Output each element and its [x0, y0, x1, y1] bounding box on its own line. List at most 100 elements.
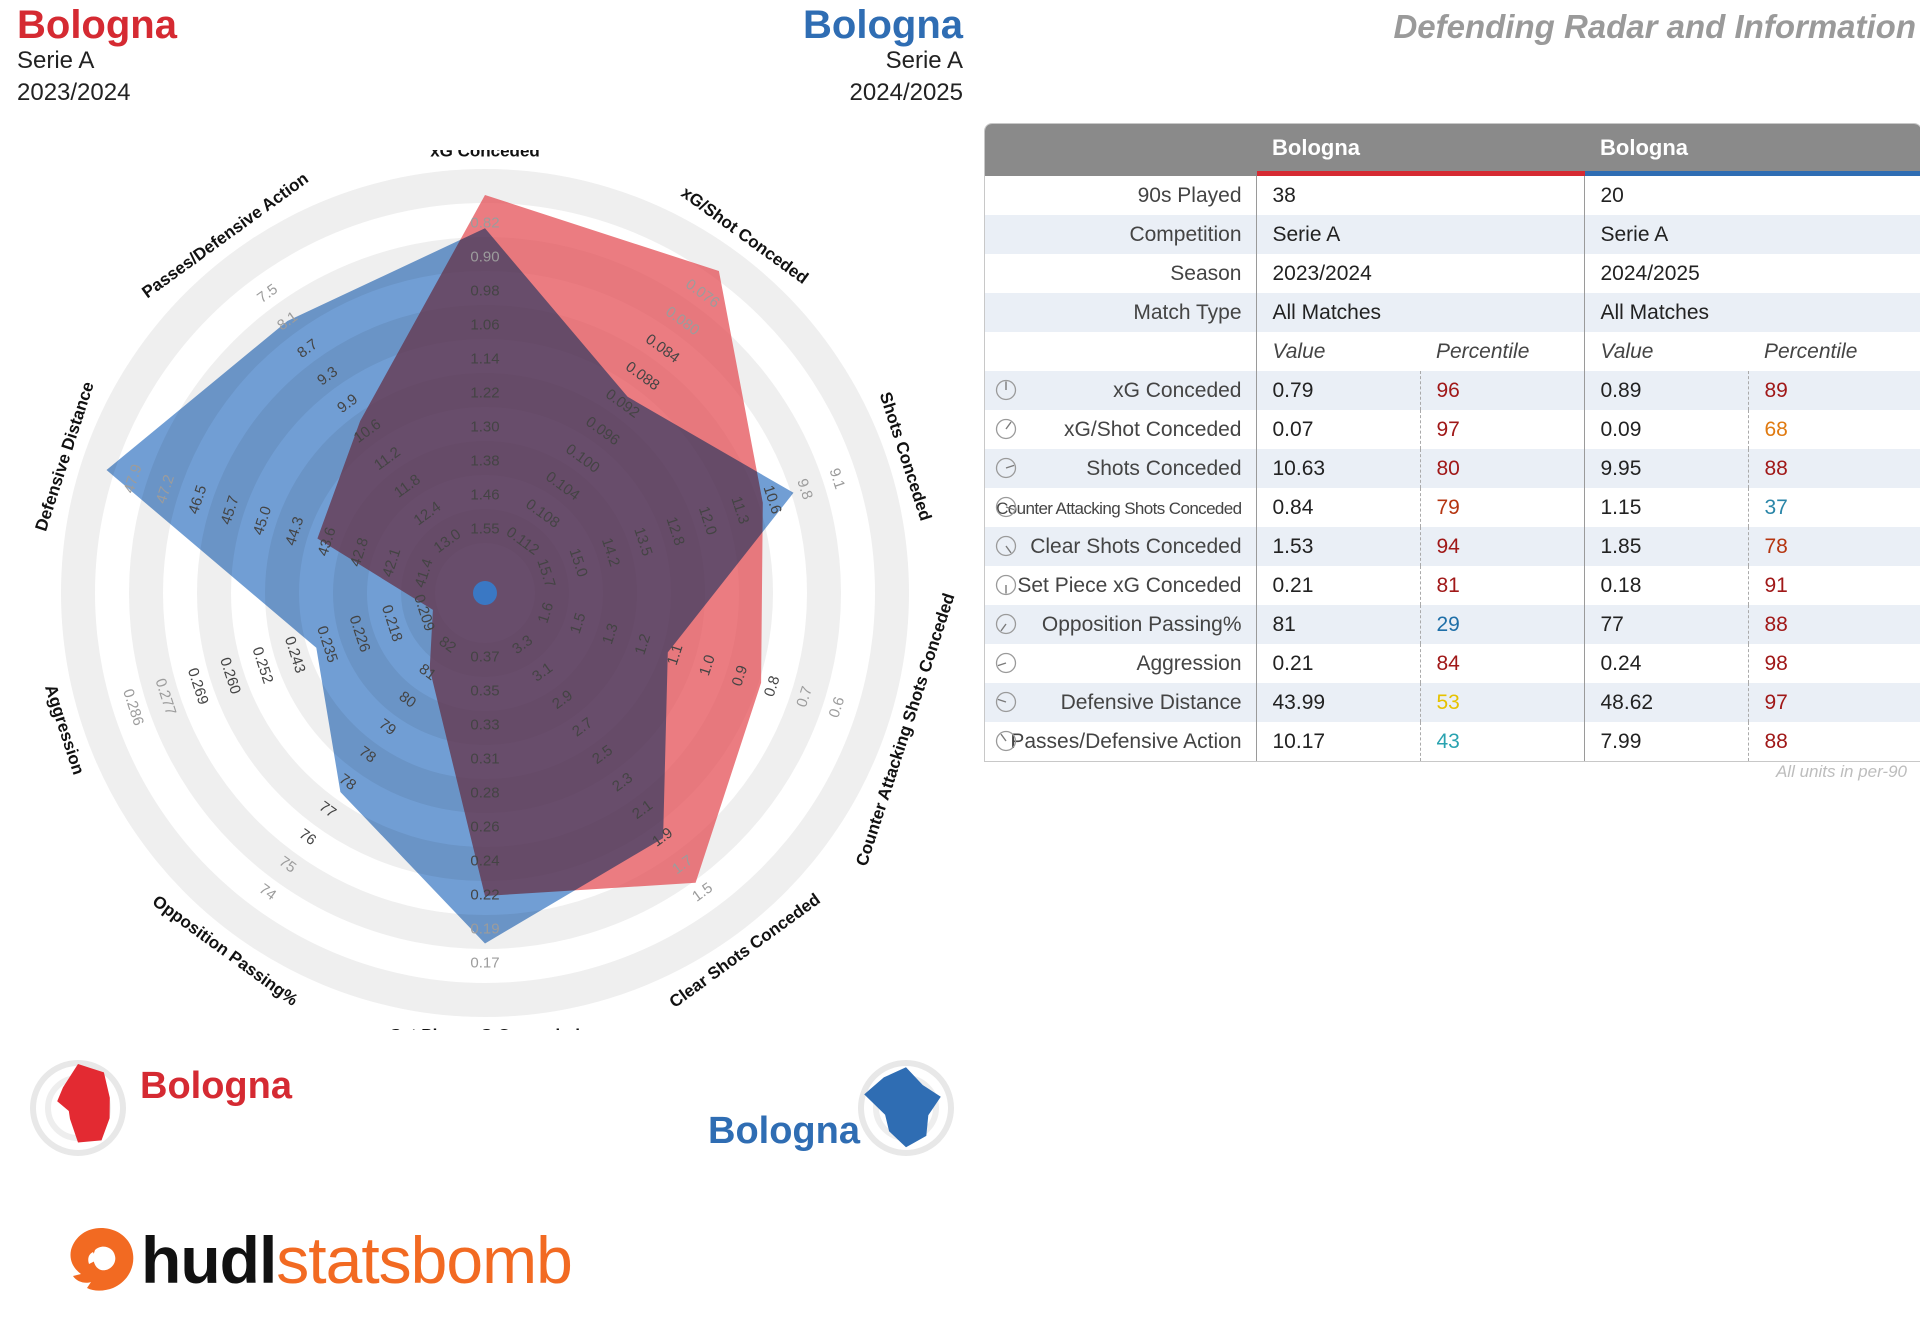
metric-right-percentile: 91 — [1747, 566, 1920, 605]
gauge-icon — [995, 574, 1017, 596]
info-left-value: Serie A — [1256, 215, 1584, 254]
info-right-value: Serie A — [1583, 215, 1920, 254]
radar-tick-label: 0.19 — [470, 921, 499, 938]
legend-left-radar-icon — [30, 1060, 126, 1156]
metric-left-value: 0.07 — [1272, 417, 1314, 441]
radar-tick-label: 81 — [416, 661, 439, 685]
metric-right-percentile: 78 — [1747, 527, 1920, 566]
table-row: Passes/Defensive Action 10.17 43 7.99 88 — [985, 722, 1920, 761]
metric-left-value: 0.21 — [1272, 573, 1314, 597]
metric-right-value: 0.89 — [1583, 371, 1748, 410]
table-row: 90s Played 38 20 — [985, 173, 1920, 215]
radar-center-hub — [473, 581, 497, 605]
radar-chart: 0.82 0.90 0.98 1.06 1.14 1.22 1.30 1.38 1.46 1.55… — [31, 150, 958, 1030]
metric-left-percentile: 84 — [1419, 644, 1584, 683]
radar-tick-label: 0.22 — [470, 887, 499, 904]
radar-tick-label: 1.6 — [535, 600, 558, 625]
statsbomb-logo-icon — [70, 1228, 134, 1291]
table-row: Match Type All Matches All Matches — [985, 293, 1920, 332]
table-row: Season 2023/2024 2024/2025 — [985, 254, 1920, 293]
page-heading: Defending Radar and Information — [1393, 8, 1916, 45]
metric-right-percentile: 88 — [1747, 449, 1920, 488]
table-row: xG/Shot Conceded 0.07 97 0.09 68 — [985, 410, 1920, 449]
metric-right-value: 7.99 — [1583, 722, 1748, 761]
right-team-meta: Serie A 2024/2025 — [850, 45, 963, 109]
radar-tick-label: 0.17 — [470, 955, 499, 972]
hudl-statsbomb-logo: hudl statsbomb — [65, 1222, 573, 1298]
radar-tick-label: 1.55 — [470, 521, 499, 538]
left-season: 2023/2024 — [17, 79, 131, 106]
metric-label: Opposition Passing% — [1041, 612, 1242, 636]
table-row: Competition Serie A Serie A — [985, 215, 1920, 254]
radar-tick-label: 0.37 — [470, 649, 499, 666]
metric-right-percentile: 37 — [1747, 488, 1920, 527]
info-left-value: 2023/2024 — [1272, 261, 1372, 285]
subheader-right-percentile: Percentile — [1764, 339, 1858, 363]
stats-table: Bologna Bologna 90s Played 38 20 Competitio… — [984, 123, 1920, 762]
metric-label-cell: Defensive Distance — [985, 683, 1257, 722]
radar-tick-label: 0.33 — [470, 717, 499, 734]
radar-tick-label: 1.46 — [470, 487, 499, 504]
radar-tick-label: 80 — [396, 688, 419, 712]
table-row: Set Piece xG Conceded 0.21 81 0.18 91 — [985, 566, 1920, 605]
gauge-icon — [995, 418, 1017, 440]
radar-tick-label: 1.0 — [696, 653, 719, 678]
info-right-value: 20 — [1583, 173, 1920, 215]
metric-left-value: 0.79 — [1256, 371, 1420, 410]
radar-tick-label: 0.7 — [793, 684, 816, 709]
metric-left-value: 0.21 — [1272, 651, 1314, 675]
metric-label-cell: Shots Conceded — [985, 449, 1257, 488]
info-left-value: All Matches — [1256, 293, 1584, 332]
metric-label-cell: Passes/Defensive Action — [985, 722, 1257, 761]
table-header-blank — [985, 124, 1256, 176]
logo-text-statsbomb: statsbomb — [276, 1223, 572, 1297]
metric-right-value: 1.15 — [1583, 488, 1748, 527]
table-subheader-row: Value Percentile Value Percentile — [985, 332, 1920, 371]
gauge-icon — [995, 652, 1017, 674]
radar-tick-label: 82 — [436, 633, 459, 657]
metric-left-percentile: 97 — [1419, 410, 1584, 449]
metric-label-cell: Counter Attacking Shots Conceded — [985, 488, 1257, 527]
metric-left-percentile: 29 — [1419, 605, 1584, 644]
radar-tick-label: 1.06 — [470, 317, 499, 334]
metric-right-value: 9.95 — [1583, 449, 1748, 488]
subheader-blank — [985, 332, 1257, 371]
gauge-icon — [995, 379, 1017, 401]
info-label: 90s Played — [985, 173, 1257, 215]
info-left-value: 38 — [1272, 183, 1296, 207]
gauge-icon — [995, 730, 1017, 752]
radar-tick-label: 1.38 — [470, 453, 499, 470]
subheader-left-percentile: Percentile — [1436, 339, 1530, 363]
left-competition: Serie A — [17, 47, 95, 74]
radar-tick-label: 0.9 — [729, 663, 752, 688]
metric-left-percentile: 79 — [1419, 488, 1584, 527]
gauge-icon — [995, 457, 1017, 479]
metric-right-value: 0.09 — [1583, 410, 1748, 449]
stats-table-grid: Bologna Bologna 90s Played 38 20 Competitio… — [985, 124, 1920, 761]
metric-label: Set Piece xG Conceded — [1017, 573, 1242, 597]
table-row: Clear Shots Conceded 1.53 94 1.85 78 — [985, 527, 1920, 566]
legend-right-radar-icon — [858, 1060, 954, 1156]
metric-left-percentile: 53 — [1419, 683, 1584, 722]
metric-right-percentile: 68 — [1747, 410, 1920, 449]
table-header-row: Bologna Bologna — [985, 124, 1920, 176]
metric-left-percentile: 80 — [1419, 449, 1584, 488]
radar-polygons — [106, 195, 794, 944]
metric-label-cell: xG Conceded — [985, 371, 1257, 410]
info-label: Match Type — [985, 293, 1257, 332]
radar-tick-label: 75 — [276, 853, 299, 877]
metric-left-percentile: 96 — [1419, 371, 1584, 410]
table-row: Aggression 0.21 84 0.24 98 — [985, 644, 1920, 683]
metric-right-value: 48.62 — [1583, 683, 1748, 722]
subheader-left-value: Value — [1272, 339, 1326, 363]
radar-tick-label: 0.31 — [470, 751, 499, 768]
metric-label: Shots Conceded — [1086, 456, 1242, 480]
gauge-icon — [995, 691, 1017, 713]
metric-right-value: 0.18 — [1583, 566, 1748, 605]
units-note: All units in per-90 — [1775, 762, 1907, 781]
legend-right-label: Bologna — [708, 1110, 860, 1152]
metric-left-value: 1.53 — [1256, 527, 1420, 566]
radar-tick-label: 1.22 — [470, 385, 499, 402]
radar-tick-label: 9.1 — [826, 466, 849, 491]
